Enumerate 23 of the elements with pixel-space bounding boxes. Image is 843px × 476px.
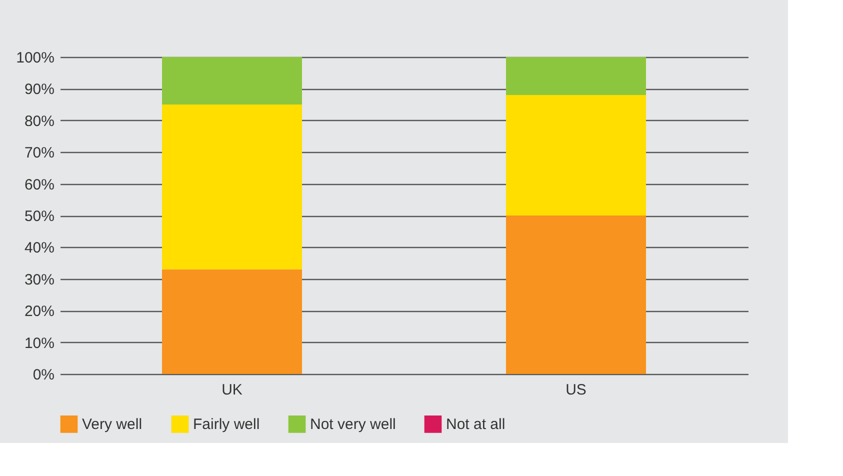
y-tick-label: 20% xyxy=(24,303,54,320)
y-tick-label: 70% xyxy=(24,144,54,162)
legend-label: Not very well xyxy=(310,416,396,434)
legend-label: Fairly well xyxy=(193,416,260,434)
bar xyxy=(162,104,302,270)
y-tick-label: 60% xyxy=(24,176,54,194)
y-tick-label: 90% xyxy=(24,81,54,98)
x-tick-label: UK xyxy=(222,382,242,398)
y-tick-label: 50% xyxy=(24,208,54,225)
x-tick-label: US xyxy=(566,382,586,398)
y-tick-label: 10% xyxy=(24,334,54,352)
y-tick-label: 30% xyxy=(24,271,54,288)
y-tick-label: 80% xyxy=(24,112,54,130)
legend-label: Very well xyxy=(82,416,142,434)
bar xyxy=(162,57,302,105)
y-tick-label: 100% xyxy=(16,50,54,66)
bar xyxy=(162,269,302,374)
bar xyxy=(506,57,646,96)
legend-label: Not at all xyxy=(446,416,506,434)
bar xyxy=(506,95,646,216)
y-tick-label: 0% xyxy=(32,366,54,384)
bar xyxy=(506,216,646,374)
y-tick-label: 40% xyxy=(24,240,54,257)
